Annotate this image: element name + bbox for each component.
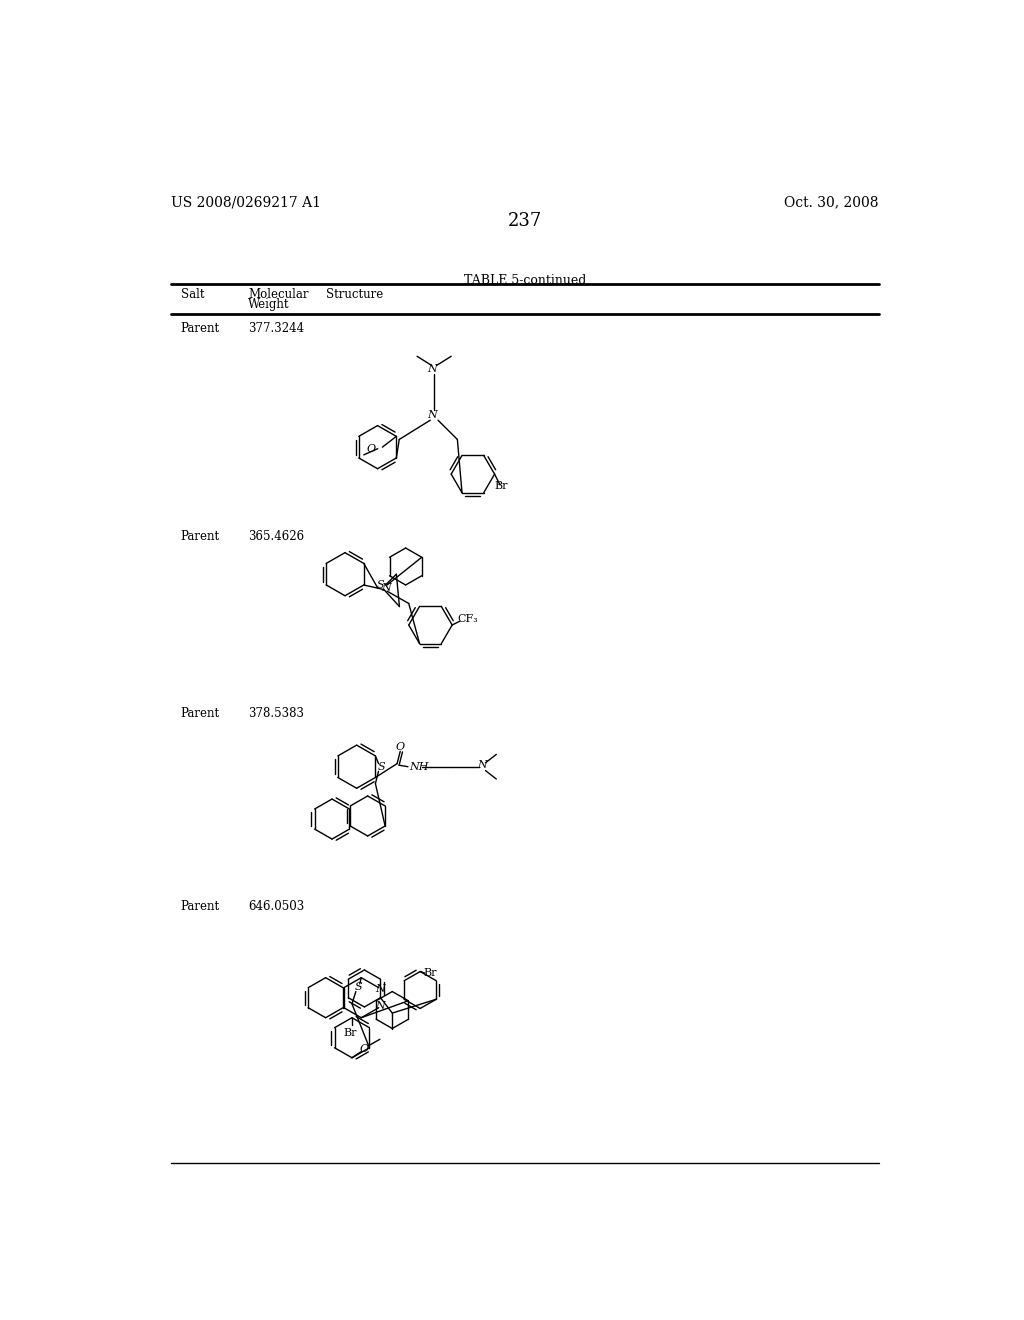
Text: Molecular: Molecular bbox=[248, 288, 308, 301]
Text: S: S bbox=[377, 579, 385, 590]
Text: Br: Br bbox=[344, 1028, 357, 1039]
Text: N: N bbox=[428, 363, 437, 374]
Text: N: N bbox=[376, 985, 385, 994]
Text: O: O bbox=[359, 1044, 369, 1053]
Text: O: O bbox=[367, 444, 376, 454]
Text: Br: Br bbox=[423, 968, 437, 978]
Text: Weight: Weight bbox=[248, 298, 290, 310]
Text: Parent: Parent bbox=[180, 900, 220, 913]
Text: O: O bbox=[395, 742, 404, 751]
Text: 365.4626: 365.4626 bbox=[248, 531, 304, 544]
Text: N: N bbox=[376, 1001, 385, 1011]
Text: 237: 237 bbox=[508, 213, 542, 230]
Text: 378.5383: 378.5383 bbox=[248, 708, 304, 721]
Text: NH: NH bbox=[410, 762, 429, 772]
Text: Br: Br bbox=[495, 482, 508, 491]
Text: N: N bbox=[381, 583, 391, 593]
Text: CF₃: CF₃ bbox=[458, 614, 478, 624]
Text: S: S bbox=[354, 982, 362, 991]
Text: Structure: Structure bbox=[326, 288, 383, 301]
Text: 646.0503: 646.0503 bbox=[248, 900, 304, 913]
Text: N: N bbox=[427, 409, 436, 420]
Text: Salt: Salt bbox=[180, 288, 204, 301]
Text: Parent: Parent bbox=[180, 531, 220, 544]
Text: N: N bbox=[477, 760, 487, 770]
Text: Oct. 30, 2008: Oct. 30, 2008 bbox=[784, 195, 879, 210]
Text: Parent: Parent bbox=[180, 322, 220, 335]
Text: S: S bbox=[378, 762, 385, 772]
Text: 377.3244: 377.3244 bbox=[248, 322, 304, 335]
Text: US 2008/0269217 A1: US 2008/0269217 A1 bbox=[171, 195, 321, 210]
Text: TABLE 5-continued: TABLE 5-continued bbox=[464, 275, 586, 286]
Text: Parent: Parent bbox=[180, 708, 220, 721]
